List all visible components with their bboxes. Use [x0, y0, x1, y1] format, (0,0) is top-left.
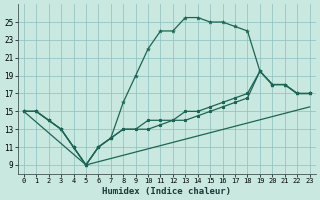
- X-axis label: Humidex (Indice chaleur): Humidex (Indice chaleur): [102, 187, 231, 196]
